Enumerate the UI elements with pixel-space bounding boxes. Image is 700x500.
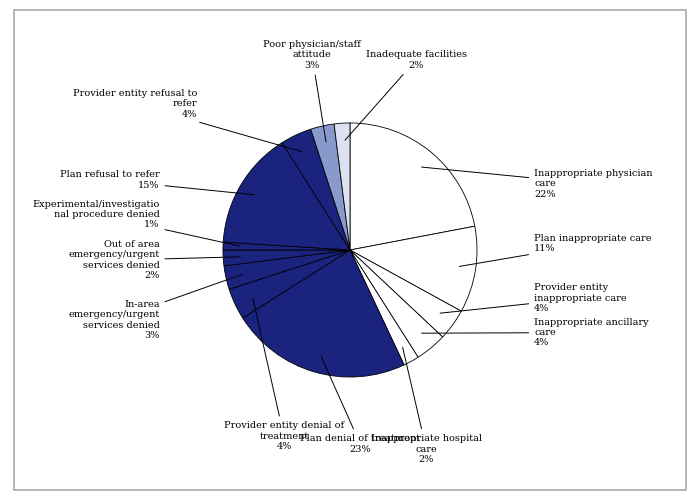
Text: Plan inappropriate care
11%: Plan inappropriate care 11% — [459, 234, 652, 266]
Wedge shape — [350, 250, 442, 358]
Text: Out of area
emergency/urgent
services denied
2%: Out of area emergency/urgent services de… — [68, 240, 239, 281]
Text: Provider entity
inappropriate care
4%: Provider entity inappropriate care 4% — [440, 284, 626, 313]
Text: Plan refusal to refer
15%: Plan refusal to refer 15% — [60, 170, 254, 195]
Text: Plan denial of treatment
23%: Plan denial of treatment 23% — [300, 356, 420, 454]
Text: Inappropriate ancillary
care
4%: Inappropriate ancillary care 4% — [421, 318, 649, 348]
Wedge shape — [224, 250, 350, 290]
Text: Experimental/investigatio
nal procedure denied
1%: Experimental/investigatio nal procedure … — [32, 200, 239, 246]
Wedge shape — [223, 142, 350, 250]
Text: Poor physician/staff
attitude
3%: Poor physician/staff attitude 3% — [263, 40, 360, 142]
Text: Inappropriate hospital
care
2%: Inappropriate hospital care 2% — [371, 348, 482, 464]
Wedge shape — [223, 250, 350, 266]
Wedge shape — [350, 123, 475, 250]
Text: Provider entity denial of
treatment
4%: Provider entity denial of treatment 4% — [224, 298, 344, 452]
Wedge shape — [350, 250, 461, 337]
Text: Inappropriate physician
care
22%: Inappropriate physician care 22% — [421, 167, 652, 199]
Wedge shape — [350, 226, 477, 311]
Text: Inadequate facilities
2%: Inadequate facilities 2% — [345, 50, 467, 140]
Wedge shape — [350, 250, 418, 365]
Text: In-area
emergency/urgent
services denied
3%: In-area emergency/urgent services denied… — [68, 274, 242, 340]
Wedge shape — [282, 129, 350, 250]
Wedge shape — [243, 250, 404, 377]
Wedge shape — [223, 242, 350, 250]
Wedge shape — [229, 250, 350, 318]
Wedge shape — [334, 123, 350, 250]
Wedge shape — [311, 124, 350, 250]
Text: Provider entity refusal to
refer
4%: Provider entity refusal to refer 4% — [74, 89, 302, 152]
